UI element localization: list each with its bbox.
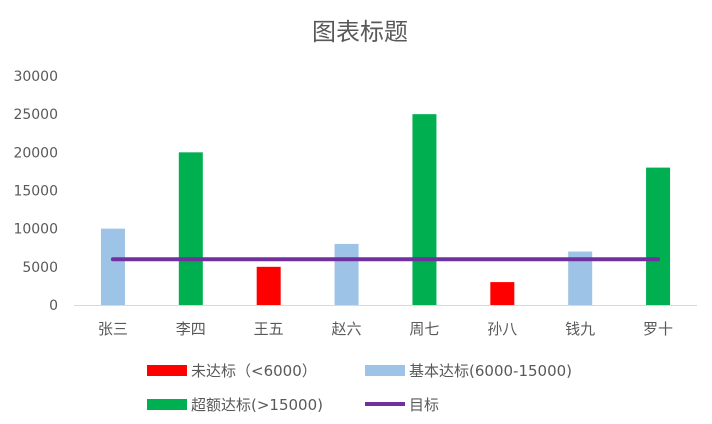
bar	[178, 152, 203, 305]
legend-label: 目标	[409, 395, 440, 414]
y-tick-label: 20000	[13, 145, 58, 161]
x-category-label: 周七	[409, 320, 439, 338]
bars	[100, 114, 671, 306]
x-axis-category-labels: 张三 李四 王五 赵六 周七 孙八 钱九 罗十	[98, 320, 673, 338]
x-category-label: 李四	[176, 320, 206, 338]
legend-label: 未达标（<6000）	[191, 361, 317, 380]
legend-item-basic-target: 基本达标(6000-15000)	[365, 359, 572, 381]
bar	[490, 282, 515, 305]
y-tick-label: 0	[49, 298, 58, 314]
bar	[256, 266, 281, 305]
y-axis-ticks: 0 5000 10000 15000 20000 25000 30000	[13, 69, 58, 314]
y-tick-label: 5000	[22, 260, 58, 276]
legend-label: 基本达标(6000-15000)	[409, 361, 573, 380]
x-category-label: 王五	[254, 320, 284, 338]
y-tick-label: 25000	[13, 107, 58, 123]
y-tick-label: 15000	[13, 184, 58, 200]
bar	[412, 114, 437, 306]
x-category-label: 张三	[98, 320, 128, 338]
chart-canvas: 图表标题 0 5000 10000 15000 20000 25000 30000 张三 李四…	[13, 18, 697, 338]
x-category-label: 罗十	[643, 320, 673, 338]
legend-swatch-light-blue	[365, 364, 405, 376]
x-category-label: 孙八	[487, 320, 517, 338]
bar	[334, 243, 359, 305]
y-tick-label: 10000	[13, 222, 58, 238]
chart-title: 图表标题	[312, 18, 408, 46]
x-category-label: 赵六	[332, 320, 362, 338]
legend-item-exceed-target: 超额达标(>15000)	[147, 393, 323, 415]
legend-item-below-target: 未达标（<6000）	[147, 359, 317, 381]
y-tick-label: 30000	[13, 69, 58, 85]
bar	[646, 167, 671, 305]
legend-swatch-red	[147, 364, 187, 376]
x-category-label: 钱九	[565, 320, 595, 338]
legend-swatch-purple-line	[365, 402, 405, 406]
legend-item-target: 目标	[365, 393, 439, 415]
legend-label: 超额达标(>15000)	[191, 395, 323, 414]
legend: 未达标（<6000） 基本达标(6000-15000) 超额达标(>15000)…	[0, 352, 712, 422]
bar	[100, 228, 125, 305]
legend-swatch-green	[147, 398, 187, 410]
